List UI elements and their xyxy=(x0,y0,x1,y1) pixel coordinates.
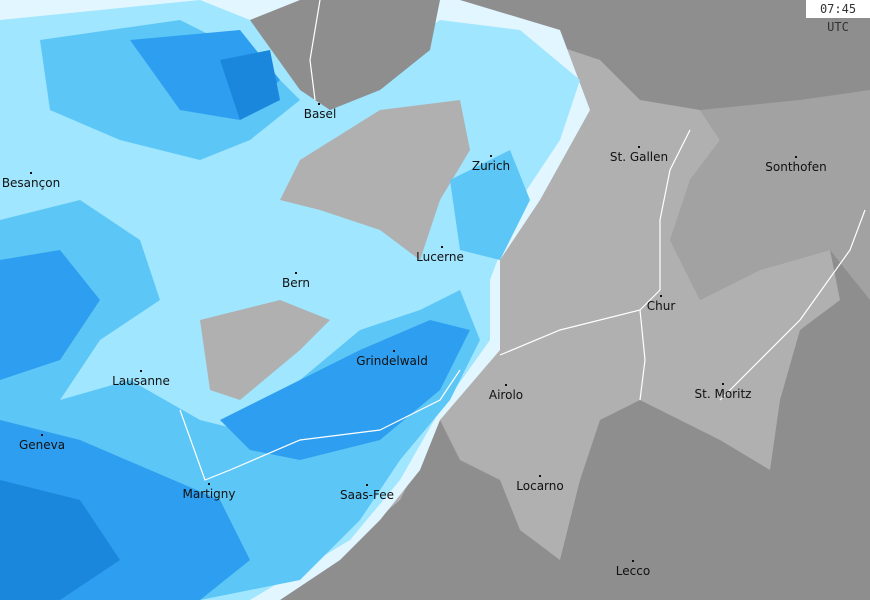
city-label: St. Gallen xyxy=(609,150,669,164)
city-label: Locarno xyxy=(516,479,564,493)
austria-area xyxy=(670,90,870,300)
rivers xyxy=(179,0,866,481)
city-label: Grindelwald xyxy=(356,354,428,368)
city-label: Saas-Fee xyxy=(340,488,394,502)
precipitation-layer xyxy=(0,0,590,600)
city-label: Lausanne xyxy=(112,374,170,388)
city-label: Besançon xyxy=(1,176,61,190)
timestamp-label: 07:45 UTC xyxy=(806,0,870,34)
city-label: Geneva xyxy=(18,438,66,452)
city-label: Martigny xyxy=(182,487,236,501)
city-label: Sonthofen xyxy=(765,160,827,174)
city-label: Bern xyxy=(282,276,310,290)
city-label: Basel xyxy=(303,107,337,121)
city-label: St. Moritz xyxy=(694,387,752,401)
city-label: Chur xyxy=(646,299,676,313)
city-label: Airolo xyxy=(488,388,524,402)
city-label: Zurich xyxy=(471,159,511,173)
city-label: Lecco xyxy=(615,564,651,578)
city-label: Lucerne xyxy=(416,250,464,264)
